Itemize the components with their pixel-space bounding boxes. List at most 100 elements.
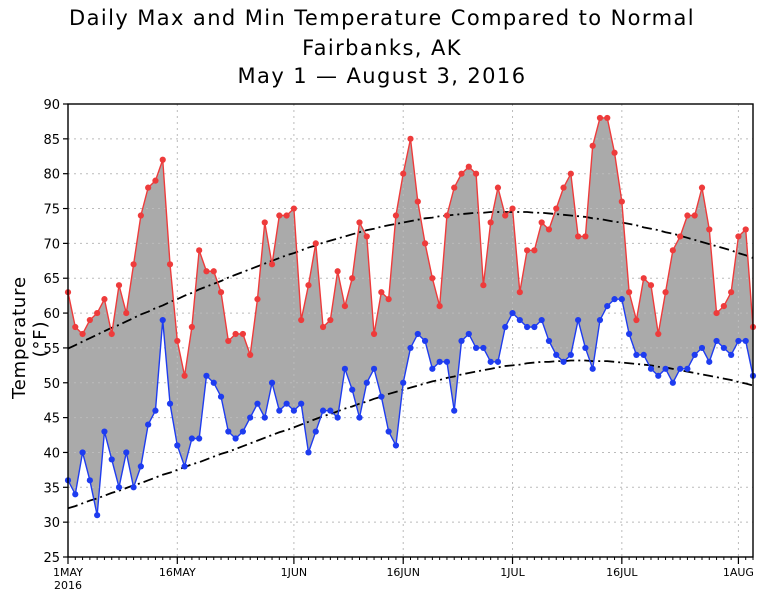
daily-min-point xyxy=(291,408,297,414)
daily-min-point xyxy=(728,352,734,358)
y-tick-label: 30 xyxy=(43,516,60,531)
daily-min-point xyxy=(138,463,144,469)
daily-max-point xyxy=(735,233,741,239)
y-tick-label: 25 xyxy=(43,551,60,566)
daily-max-point xyxy=(211,268,217,274)
daily-max-point xyxy=(531,247,537,253)
daily-min-point xyxy=(298,401,304,407)
daily-max-point xyxy=(320,324,326,330)
daily-max-point xyxy=(371,331,377,337)
y-tick-label: 65 xyxy=(43,272,60,287)
daily-min-point xyxy=(670,380,676,386)
daily-min-point xyxy=(342,366,348,372)
daily-max-point xyxy=(247,352,253,358)
daily-min-point xyxy=(437,359,443,365)
daily-min-point xyxy=(662,366,668,372)
daily-max-point xyxy=(713,310,719,316)
daily-min-point xyxy=(524,324,530,330)
daily-min-point xyxy=(196,435,202,441)
daily-min-point xyxy=(79,449,85,455)
daily-max-point xyxy=(189,324,195,330)
daily-min-point xyxy=(517,317,523,323)
x-tick-label: 1JUN xyxy=(281,566,308,579)
daily-min-point xyxy=(713,338,719,344)
daily-max-point xyxy=(203,268,209,274)
daily-max-point xyxy=(655,331,661,337)
daily-max-point xyxy=(196,247,202,253)
x-tick-label: 1AUG xyxy=(723,566,754,579)
daily-min-point xyxy=(655,373,661,379)
y-tick-label: 45 xyxy=(43,412,60,427)
daily-min-point xyxy=(393,442,399,448)
daily-min-point xyxy=(218,394,224,400)
daily-max-point xyxy=(407,136,413,142)
daily-max-point xyxy=(79,331,85,337)
y-tick-label: 75 xyxy=(43,203,60,218)
daily-min-point xyxy=(458,338,464,344)
daily-max-point xyxy=(254,296,260,302)
daily-min-point xyxy=(648,366,654,372)
daily-min-point xyxy=(327,408,333,414)
daily-min-point xyxy=(582,345,588,351)
daily-max-point xyxy=(72,324,78,330)
daily-max-point xyxy=(509,205,515,211)
daily-max-point xyxy=(575,233,581,239)
daily-min-point xyxy=(480,345,486,351)
daily-min-point xyxy=(604,303,610,309)
daily-min-point xyxy=(276,408,282,414)
daily-min-point xyxy=(692,352,698,358)
daily-min-point xyxy=(233,435,239,441)
daily-max-point xyxy=(327,317,333,323)
daily-max-point xyxy=(495,185,501,191)
daily-max-point xyxy=(181,373,187,379)
daily-min-point xyxy=(284,401,290,407)
daily-min-point xyxy=(225,428,231,434)
daily-min-point xyxy=(305,449,311,455)
daily-min-point xyxy=(335,415,341,421)
daily-min-point xyxy=(495,359,501,365)
daily-max-point xyxy=(240,331,246,337)
x-tick-label: 16JUN xyxy=(386,566,420,579)
daily-max-point xyxy=(553,205,559,211)
daily-max-point xyxy=(692,212,698,218)
daily-min-point xyxy=(415,331,421,337)
y-tick-label: 85 xyxy=(43,133,60,148)
daily-min-point xyxy=(721,345,727,351)
daily-max-point xyxy=(597,115,603,121)
daily-min-point xyxy=(320,408,326,414)
daily-min-point xyxy=(706,359,712,365)
daily-min-point xyxy=(735,338,741,344)
daily-max-point xyxy=(298,317,304,323)
daily-max-point xyxy=(167,261,173,267)
daily-max-point xyxy=(743,226,749,232)
daily-min-point xyxy=(502,324,508,330)
daily-max-point xyxy=(138,212,144,218)
daily-max-point xyxy=(145,185,151,191)
daily-min-point xyxy=(349,387,355,393)
daily-max-point xyxy=(123,310,129,316)
daily-min-point xyxy=(641,352,647,358)
daily-max-point xyxy=(539,219,545,225)
daily-max-point xyxy=(174,338,180,344)
daily-max-point xyxy=(262,219,268,225)
daily-min-point xyxy=(94,512,100,518)
daily-max-point xyxy=(524,247,530,253)
daily-max-point xyxy=(101,296,107,302)
daily-min-point xyxy=(699,345,705,351)
daily-min-point xyxy=(509,310,515,316)
y-tick-label: 55 xyxy=(43,342,60,357)
daily-max-point xyxy=(641,275,647,281)
daily-min-point xyxy=(677,366,683,372)
daily-min-point xyxy=(203,373,209,379)
x-tick-label: 1JUL xyxy=(500,566,525,579)
daily-max-point xyxy=(429,275,435,281)
daily-min-point xyxy=(626,331,632,337)
daily-min-point xyxy=(211,380,217,386)
daily-min-point xyxy=(429,366,435,372)
daily-max-point xyxy=(626,289,632,295)
daily-max-point xyxy=(677,233,683,239)
daily-max-point xyxy=(502,212,508,218)
daily-max-point xyxy=(349,275,355,281)
daily-min-point xyxy=(87,477,93,483)
daily-max-point xyxy=(378,289,384,295)
